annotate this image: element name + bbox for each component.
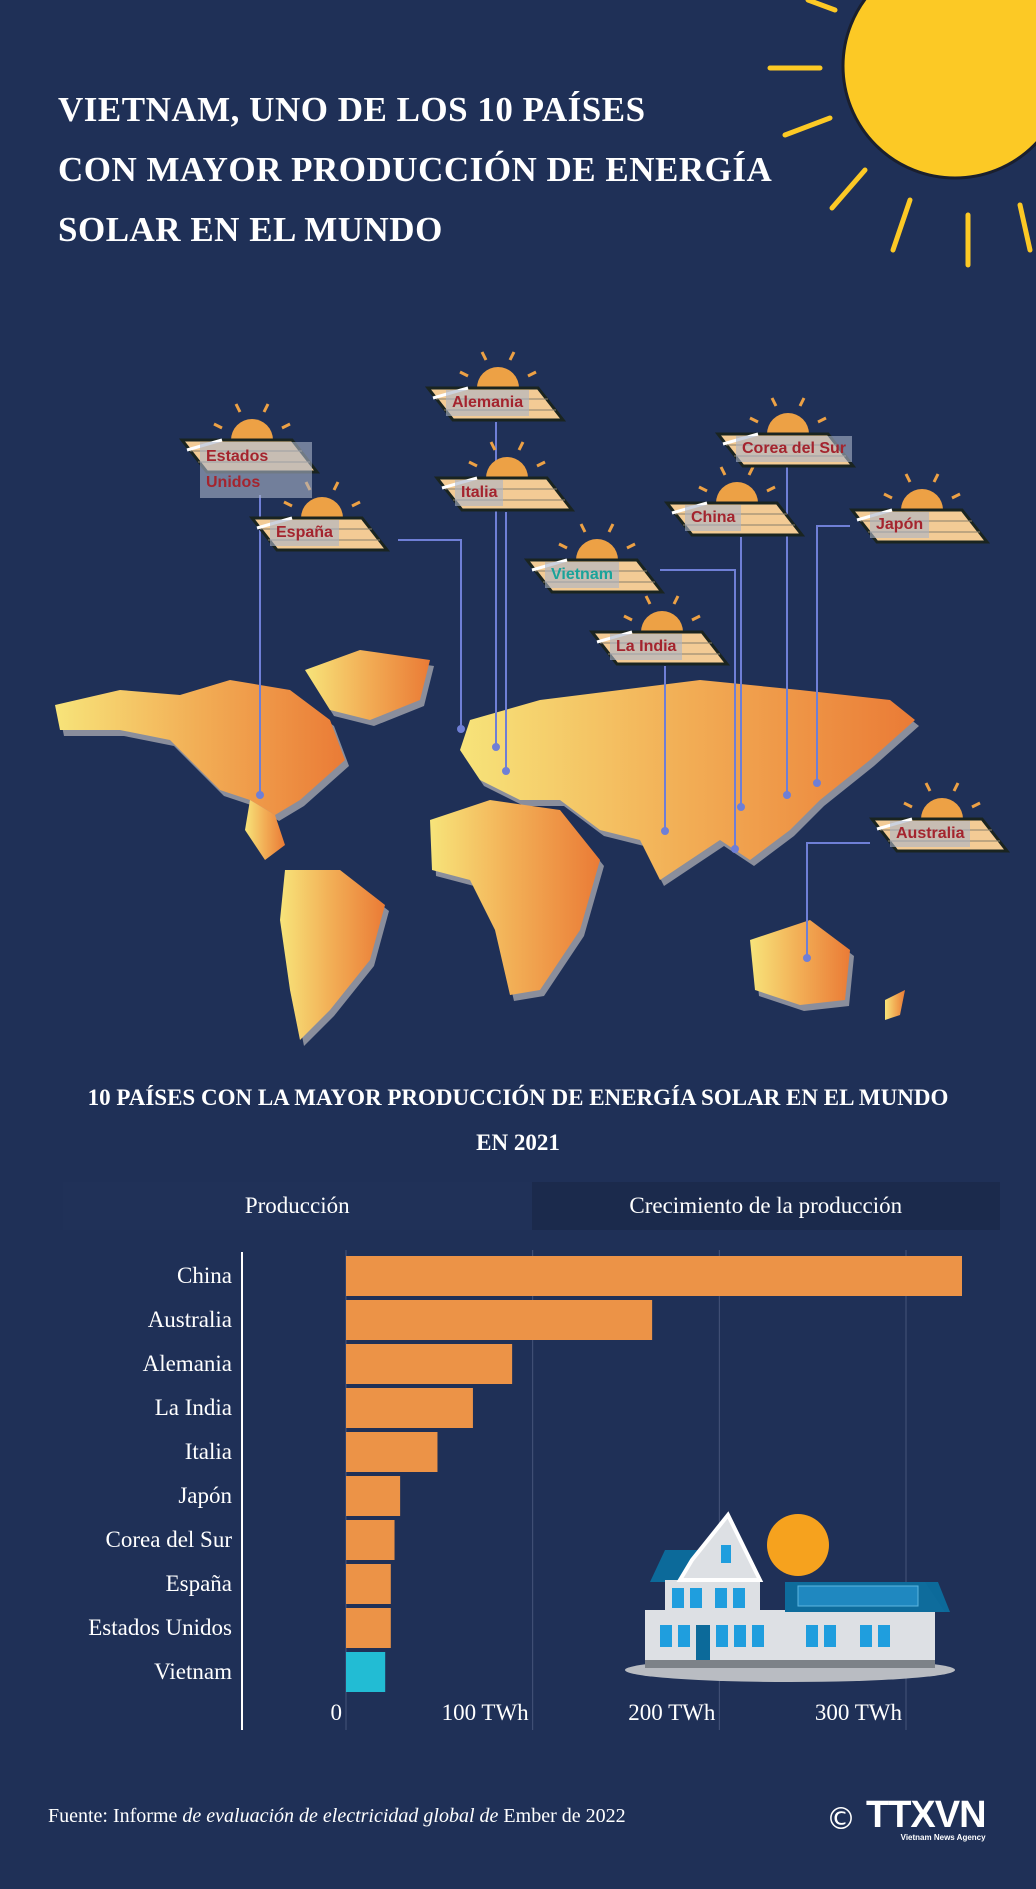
category-label: Italia bbox=[184, 1439, 232, 1464]
chart-title-line: 10 PAÍSES CON LA MAYOR PRODUCCIÓN DE ENE… bbox=[87, 1085, 949, 1110]
logo-text: TTXVN bbox=[866, 1794, 987, 1836]
tab-produccion[interactable]: Producción bbox=[63, 1182, 532, 1230]
map-label: Vietnam bbox=[545, 562, 619, 588]
bar-japón bbox=[346, 1476, 401, 1516]
bar-estados-unidos bbox=[346, 1608, 391, 1648]
leader-line bbox=[806, 842, 870, 958]
bar-la-india bbox=[346, 1388, 473, 1428]
x-tick-label: 200 TWh bbox=[628, 1700, 716, 1725]
tab-bar: Producción Crecimiento de la producción bbox=[63, 1182, 1000, 1230]
bar-chart bbox=[241, 1250, 962, 1730]
map-label: Australia bbox=[890, 821, 971, 847]
source-note: Fuente: Informe de evaluación de electri… bbox=[48, 1805, 626, 1828]
bar-china bbox=[346, 1256, 962, 1296]
map-label: España bbox=[270, 520, 339, 546]
x-tick-label: 100 TWh bbox=[441, 1700, 529, 1725]
location-dot bbox=[661, 827, 669, 835]
chart-title-line: EN 2021 bbox=[476, 1130, 560, 1155]
location-dot bbox=[731, 845, 739, 853]
chart-title: 10 PAÍSES CON LA MAYOR PRODUCCIÓN DE ENE… bbox=[20, 1075, 1016, 1165]
house-illustration bbox=[625, 1511, 955, 1682]
category-label: España bbox=[165, 1571, 232, 1596]
map-label: China bbox=[685, 505, 742, 531]
location-dot bbox=[256, 791, 264, 799]
category-label: Corea del Sur bbox=[105, 1527, 232, 1552]
title-line: VIETNAM, UNO DE LOS 10 PAÍSES bbox=[58, 90, 646, 129]
logo-subtitle: Vietnam News Agency bbox=[900, 1833, 986, 1842]
bar-alemania bbox=[346, 1344, 513, 1384]
title-line: CON MAYOR PRODUCCIÓN DE ENERGÍA bbox=[58, 150, 773, 189]
category-label: China bbox=[177, 1263, 232, 1288]
category-label: Japón bbox=[178, 1483, 232, 1508]
tab-crecimiento[interactable]: Crecimiento de la producción bbox=[531, 1182, 1000, 1230]
map-label: La India bbox=[610, 634, 683, 660]
leader-line bbox=[816, 525, 850, 783]
map-label: Corea del Sur bbox=[736, 436, 853, 462]
category-label: Australia bbox=[147, 1307, 232, 1332]
page-title: VIETNAM, UNO DE LOS 10 PAÍSES CON MAYOR … bbox=[58, 80, 772, 260]
source-suffix: Ember de 2022 bbox=[498, 1805, 626, 1827]
map-label: Estados Unidos bbox=[200, 442, 312, 498]
location-dot bbox=[783, 791, 791, 799]
leader-line bbox=[398, 539, 462, 729]
title-line: SOLAR EN EL MUNDO bbox=[58, 210, 443, 249]
bar-españa bbox=[346, 1564, 391, 1604]
category-label: La India bbox=[154, 1395, 232, 1420]
map-label: Japón bbox=[870, 512, 930, 538]
location-dot bbox=[502, 767, 510, 775]
copyright-icon: © bbox=[826, 1802, 856, 1837]
location-dot bbox=[492, 743, 500, 751]
location-dot bbox=[813, 779, 821, 787]
x-tick-label: 300 TWh bbox=[814, 1700, 902, 1725]
bar-vietnam bbox=[346, 1652, 386, 1692]
source-italic: de evaluación de electricidad global de bbox=[182, 1805, 499, 1827]
ttxvn-logo: © TTXVN Vietnam News Agency bbox=[826, 1794, 987, 1842]
location-dot bbox=[737, 803, 745, 811]
map-label: Alemania bbox=[446, 390, 530, 416]
bar-corea-del-sur bbox=[346, 1520, 395, 1560]
source-prefix: Fuente: Informe bbox=[48, 1805, 183, 1827]
bar-italia bbox=[346, 1432, 438, 1472]
bar-australia bbox=[346, 1300, 653, 1340]
sun-icon bbox=[767, 0, 1036, 268]
leader-line bbox=[660, 569, 736, 849]
map-label: Italia bbox=[455, 480, 504, 506]
category-label: Estados Unidos bbox=[88, 1615, 232, 1640]
category-label: Vietnam bbox=[154, 1659, 232, 1684]
location-dot bbox=[803, 954, 811, 962]
x-tick-label: 0 bbox=[330, 1700, 343, 1725]
location-dot bbox=[457, 725, 465, 733]
category-label: Alemania bbox=[142, 1351, 232, 1376]
